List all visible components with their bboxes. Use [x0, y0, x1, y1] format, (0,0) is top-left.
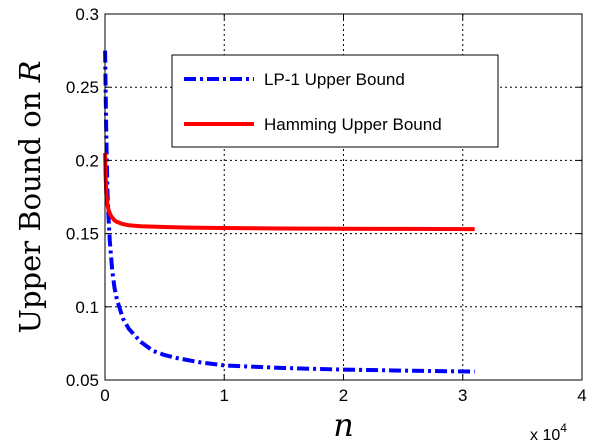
x-scale-exponent: 4	[560, 421, 567, 435]
y-tick-label: 0.15	[66, 225, 99, 244]
y-tick-label: 0.05	[66, 371, 99, 390]
y-axis-label: Upper Bound on R	[13, 61, 47, 334]
series-line-lp1	[103, 50, 475, 374]
y-tick-label: 0.1	[75, 298, 99, 317]
y-tick-label: 0.3	[75, 5, 99, 24]
legend-box	[171, 54, 499, 148]
y-tick-label: 0.25	[66, 78, 99, 97]
series-layer	[103, 50, 475, 374]
x-tick-label: 4	[577, 386, 586, 405]
x-tick-label: 0	[100, 386, 109, 405]
y-axis-label-text: Upper Bound on R	[13, 61, 47, 334]
x-tick-label: 2	[339, 386, 348, 405]
y-axis-label-part: Upper Bound on	[13, 82, 47, 333]
ticks: 0 1 2 3 4 0.05 0.1 0.15 0.2 0.25 0.3	[66, 5, 587, 405]
legend-label-hamming: Hamming Upper Bound	[264, 115, 442, 134]
y-axis-label-variable: R	[13, 61, 47, 84]
x-tick-label: 1	[220, 386, 229, 405]
x-tick-label: 3	[458, 386, 467, 405]
x-scale-note: x 104	[530, 421, 567, 444]
series-line-hamming	[103, 153, 475, 232]
y-tick-label: 0.2	[75, 151, 99, 170]
legend: LP-1 Upper Bound Hamming Upper Bound	[171, 54, 499, 148]
legend-label-lp1: LP-1 Upper Bound	[264, 70, 405, 89]
x-scale-base: x 10	[530, 427, 560, 444]
x-axis-label: n	[333, 406, 354, 444]
